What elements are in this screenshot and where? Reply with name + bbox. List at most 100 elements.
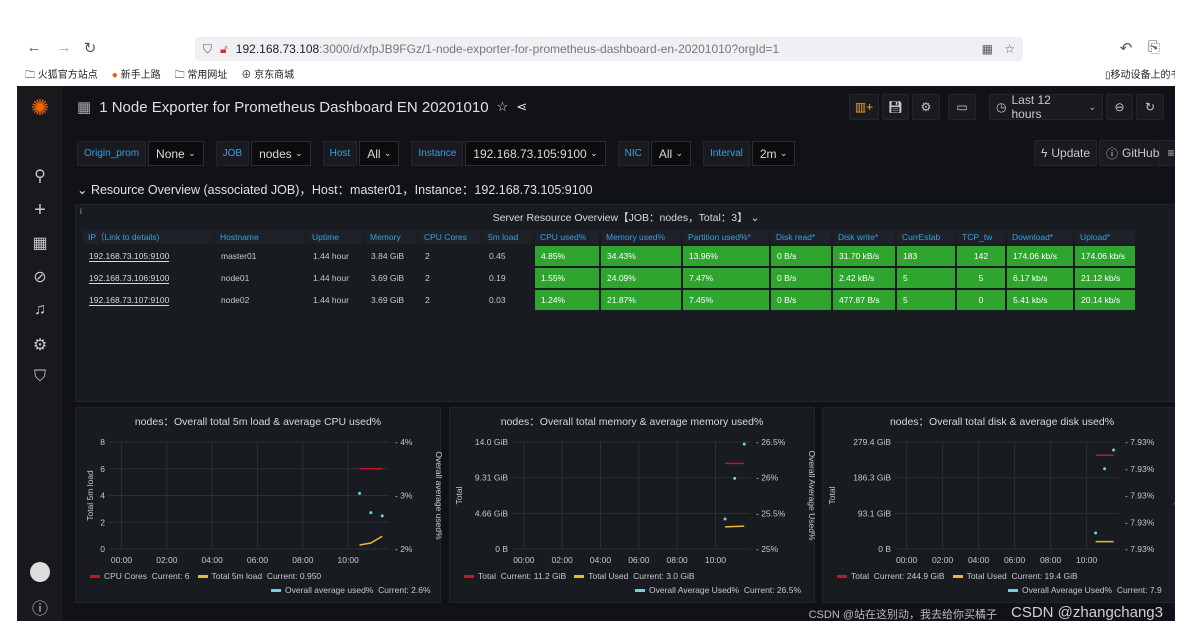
host-detail-link[interactable]: 192.168.73.106:9100 [89, 273, 170, 284]
column-header[interactable]: Memory [365, 230, 417, 244]
shield-icon[interactable]: ⛉ [33, 368, 46, 385]
legend-item[interactable]: Total Current: 11.2 GiB [464, 571, 566, 581]
y-right-tick-label: - 2% [395, 544, 413, 554]
host-detail-link[interactable]: 192.168.73.105:9100 [89, 251, 170, 262]
legend-item[interactable]: Total Used Current: 3.0 GiB [574, 571, 695, 581]
y-right-tick-label: - 25% [756, 544, 779, 554]
save-dashboard-button[interactable]: 💾︎ [882, 94, 909, 120]
panel-title[interactable]: Server Resource Overview【JOB：nodes，Total… [492, 212, 760, 224]
column-header[interactable]: Hostname [215, 230, 305, 244]
help-icon[interactable]: ⓘ [31, 601, 48, 618]
variable-select-nic[interactable]: All ⌄ [650, 141, 692, 166]
time-picker-button[interactable]: ◷ Last 12 hours ⌄ [989, 93, 1103, 121]
server-resource-overview-panel: i Server Resource Overview【JOB：nodes，Tot… [75, 204, 1175, 402]
chart-title[interactable]: nodes：Overall total disk & average disk … [889, 416, 1115, 428]
column-header[interactable]: TCP_tw [957, 230, 1005, 244]
host-detail-link[interactable]: 192.168.73.107:9100 [89, 295, 170, 306]
alerting-bell-icon[interactable]: ♫ [34, 301, 46, 318]
dashboards-icon[interactable]: ▦ [32, 235, 48, 252]
chevron-down-icon: ⌄ [188, 148, 196, 158]
column-header[interactable]: CPU used% [535, 230, 599, 244]
address-bar[interactable]: ⛉ 🔓︎ 192.168.73.108:3000/d/xfpJB9FGz/1-n… [195, 37, 1023, 61]
variable-select-instance[interactable]: 192.168.73.105:9100 ⌄ [465, 141, 606, 166]
legend-item[interactable]: Total Current: 244.9 GiB [837, 571, 945, 581]
reload-icon[interactable]: ↻ [83, 40, 97, 57]
legend-item[interactable]: Overall Average Used% Current: 26.5% [635, 585, 801, 595]
plus-icon[interactable]: + [34, 199, 46, 221]
x-tick-label: 04:00 [202, 555, 224, 565]
x-tick-label: 10:00 [705, 555, 727, 565]
legend-item[interactable]: Total 5m load Current: 0.950 [197, 571, 321, 581]
cycle-view-mode-button[interactable]: ▭ [948, 94, 976, 120]
legend-item[interactable]: Overall Average Used% Current: 7.9 [1008, 585, 1162, 595]
x-tick-label: 10:00 [338, 555, 360, 565]
row-title[interactable]: ⌄ Resource Overview (associated JOB)，Hos… [77, 183, 593, 197]
extensions-icon[interactable]: ⎘ [1147, 39, 1160, 56]
add-panel-button[interactable]: ▥+ [849, 94, 879, 120]
series-point [358, 491, 362, 495]
y-right-axis-label: Overall Average Used% [1174, 450, 1175, 541]
chart-title[interactable]: nodes：Overall total memory & average mem… [500, 416, 764, 428]
variable-select-interval[interactable]: 2m ⌄ [751, 141, 796, 166]
y-tick-label: 2 [100, 517, 105, 527]
legend-item[interactable]: Total Used Current: 19.4 GiB [952, 571, 1078, 581]
explore-compass-icon[interactable]: ⊘ [33, 269, 47, 286]
variable-select-job[interactable]: nodes ⌄ [251, 141, 311, 166]
table-cell: 183 [897, 246, 955, 266]
configuration-gear-icon[interactable]: ⚙ [32, 337, 48, 354]
table-cell: 0.45 [489, 251, 506, 261]
search-icon[interactable]: ⚲ [34, 168, 46, 185]
y-tick-label: 279.4 GiB [853, 437, 891, 447]
column-header[interactable]: Download* [1007, 230, 1073, 244]
chart-plot: 00:00 02:00 04:00 06:00 08:00 10:00 0 B 93.1 Gi… [827, 437, 1175, 565]
info-icon[interactable]: i [80, 207, 82, 216]
variables-bar: Origin_prom None ⌄ JOB nodes ⌄ Host All ⌄ Inst… [77, 141, 801, 166]
update-link[interactable]: ϟ Update [1034, 140, 1098, 166]
back-icon[interactable]: ← [26, 39, 42, 56]
legend-item[interactable]: Overall average used% Current: 2.6% [271, 585, 431, 595]
bookmark-item[interactable]: ● 新手上路 [111, 70, 161, 81]
column-header[interactable]: Uptime [307, 230, 363, 244]
grafana-logo-icon[interactable]: ✺ [30, 95, 50, 120]
variable-select-origin_prom[interactable]: None ⌄ [148, 141, 204, 166]
y-right-axis-label: Overall average used% [434, 451, 442, 540]
undo-icon[interactable]: ↶ [1119, 40, 1133, 57]
variable-select-host[interactable]: All ⌄ [359, 141, 400, 166]
table-cell: 24.09% [601, 268, 681, 288]
share-icon[interactable]: ⋖ [516, 99, 528, 114]
chevron-down-icon: ⌄ [1088, 101, 1096, 112]
column-header[interactable]: Disk write* [833, 230, 895, 244]
x-tick-label: 06:00 [628, 555, 650, 565]
column-header[interactable]: Upload* [1075, 230, 1135, 244]
zoom-out-button[interactable]: ⊖ [1106, 94, 1133, 120]
qr-code-icon[interactable]: ▦ [981, 42, 993, 56]
star-icon[interactable]: ☆ [496, 99, 509, 114]
column-header[interactable]: CPU Cores [419, 230, 481, 244]
legend-item[interactable]: CPU Cores Current: 6 [90, 571, 190, 581]
column-header[interactable]: CurrEstab [897, 230, 955, 244]
menu-icon[interactable]: ≡ [1159, 140, 1175, 166]
mobile-bookmarks[interactable]: ▯移动设备上的书签 [1105, 70, 1175, 81]
chart-title[interactable]: nodes：Overall total 5m load & average CP… [134, 416, 382, 428]
refresh-button[interactable]: ↻ [1136, 94, 1164, 120]
avatar[interactable] [30, 562, 50, 582]
y-right-tick-label: - 7.93% [1125, 491, 1155, 501]
bookmark-item[interactable]: ⊕ 京东商城 [241, 70, 295, 81]
column-header[interactable]: Partition used%* [683, 230, 769, 244]
bookmark-item[interactable]: 🗀︎ 火狐官方站点 [25, 70, 98, 81]
bookmark-star-icon[interactable]: ☆ [1004, 42, 1015, 56]
chevron-down-icon: ⌄ [675, 148, 684, 158]
column-header[interactable]: Disk read* [771, 230, 831, 244]
column-header[interactable]: Memory used% [601, 230, 681, 244]
dashboard-settings-button[interactable]: ⚙ [912, 94, 940, 120]
page-title[interactable]: 1 Node Exporter for Prometheus Dashboard… [99, 98, 489, 116]
forward-icon[interactable]: → [56, 39, 72, 56]
column-header[interactable]: 5m load [483, 230, 533, 244]
table-cell: 34.43% [601, 246, 681, 266]
column-header[interactable]: IP（Link to details) [83, 230, 213, 244]
shield-icon: ⛉ [203, 41, 213, 56]
github-link[interactable]: ⓘ GitHub [1099, 140, 1167, 166]
y-right-tick-label: - 7.93% [1125, 517, 1155, 527]
table-cell: 1.24% [535, 290, 599, 310]
bookmark-item[interactable]: 🗀︎ 常用网址 [174, 70, 228, 81]
